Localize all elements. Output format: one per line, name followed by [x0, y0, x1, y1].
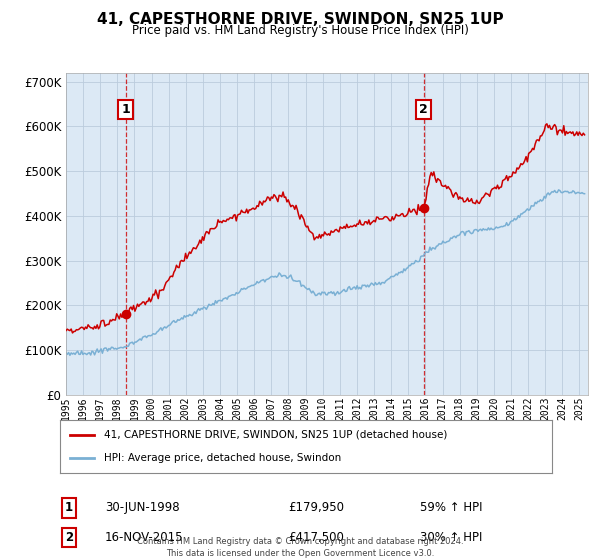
Text: £179,950: £179,950: [288, 501, 344, 515]
Text: 1: 1: [65, 501, 73, 515]
Text: 59% ↑ HPI: 59% ↑ HPI: [420, 501, 482, 515]
Text: 2: 2: [65, 531, 73, 544]
Text: 16-NOV-2015: 16-NOV-2015: [105, 531, 184, 544]
Text: 41, CAPESTHORNE DRIVE, SWINDON, SN25 1UP: 41, CAPESTHORNE DRIVE, SWINDON, SN25 1UP: [97, 12, 503, 27]
Text: 30% ↑ HPI: 30% ↑ HPI: [420, 531, 482, 544]
Text: £417,500: £417,500: [288, 531, 344, 544]
Text: Contains HM Land Registry data © Crown copyright and database right 2024.
This d: Contains HM Land Registry data © Crown c…: [137, 537, 463, 558]
Text: HPI: Average price, detached house, Swindon: HPI: Average price, detached house, Swin…: [104, 453, 341, 463]
Text: 1: 1: [122, 104, 130, 116]
Text: 2: 2: [419, 104, 428, 116]
Text: Price paid vs. HM Land Registry's House Price Index (HPI): Price paid vs. HM Land Registry's House …: [131, 24, 469, 36]
Text: 41, CAPESTHORNE DRIVE, SWINDON, SN25 1UP (detached house): 41, CAPESTHORNE DRIVE, SWINDON, SN25 1UP…: [104, 430, 448, 440]
Text: 30-JUN-1998: 30-JUN-1998: [105, 501, 179, 515]
